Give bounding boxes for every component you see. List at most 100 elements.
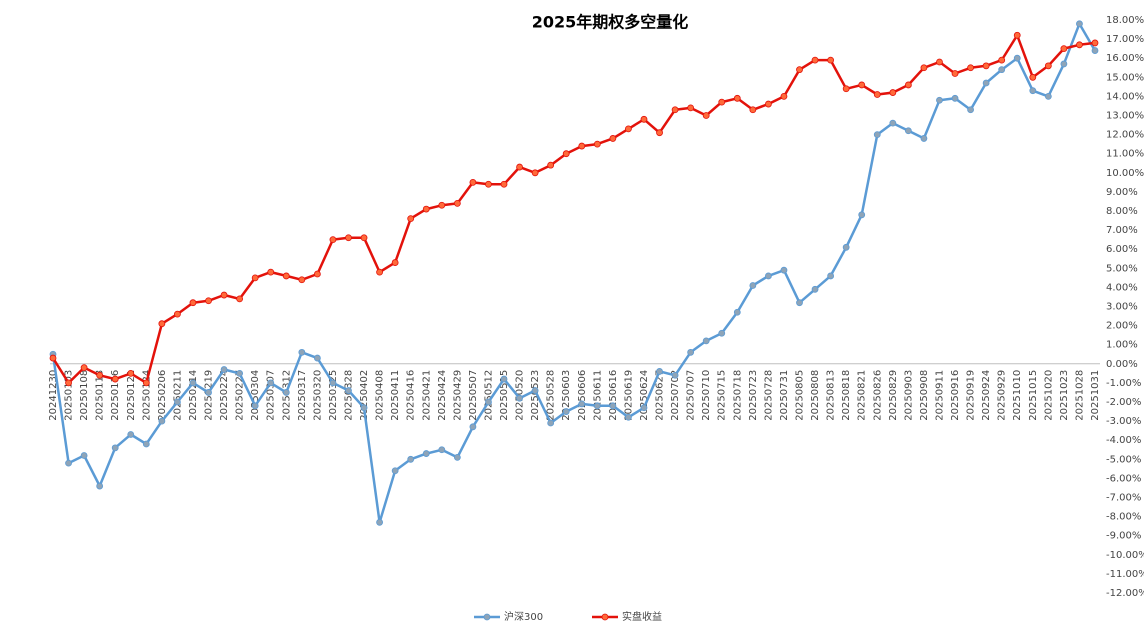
data-point xyxy=(189,299,197,307)
x-tick-label: 20250416 xyxy=(406,370,417,421)
data-point xyxy=(842,243,850,251)
data-point xyxy=(485,398,492,406)
y-tick-label: 0.00% xyxy=(1106,359,1138,370)
x-tick-label: 20250214 xyxy=(188,370,199,421)
x-tick-label: 20250402 xyxy=(359,370,370,421)
data-point xyxy=(1044,62,1052,70)
data-point xyxy=(873,91,881,98)
data-point xyxy=(267,379,275,387)
x-tick-label: 20250728 xyxy=(763,370,774,421)
data-point xyxy=(516,394,523,402)
x-tick-label: 20250911 xyxy=(934,370,945,421)
data-point xyxy=(189,379,197,387)
x-tick-label: 20250611 xyxy=(592,370,603,421)
data-point xyxy=(1029,87,1037,95)
data-point xyxy=(904,81,912,89)
x-tick-label: 20250304 xyxy=(250,370,261,421)
data-point xyxy=(656,129,663,137)
x-tick-label: 20250507 xyxy=(468,370,479,421)
data-point xyxy=(282,389,290,396)
data-point xyxy=(1076,20,1083,28)
data-point xyxy=(251,402,259,410)
x-tick-label: 20250919 xyxy=(966,370,977,421)
x-tick-label: 20250731 xyxy=(779,370,790,421)
y-tick-label: -8.00% xyxy=(1106,512,1141,523)
data-point xyxy=(313,270,321,278)
x-tick-label: 20250206 xyxy=(157,370,168,421)
x-tick-label: 20250627 xyxy=(655,370,666,421)
y-tick-label: -7.00% xyxy=(1106,493,1141,504)
data-point xyxy=(625,125,632,133)
data-point xyxy=(407,215,415,223)
x-tick-label: 20250826 xyxy=(872,370,883,421)
data-point xyxy=(360,404,368,412)
x-tick-label: 20250710 xyxy=(701,370,712,421)
data-point xyxy=(920,135,928,142)
data-point xyxy=(205,297,212,305)
data-point xyxy=(313,354,321,362)
data-point xyxy=(438,201,446,209)
x-tick-label: 20250805 xyxy=(795,370,806,421)
data-point xyxy=(718,329,726,337)
data-point xyxy=(936,96,943,104)
data-point xyxy=(858,211,866,219)
data-point xyxy=(329,236,337,244)
data-point xyxy=(267,268,275,276)
y-tick-label: 15.00% xyxy=(1106,72,1144,83)
y-tick-label: 10.00% xyxy=(1106,168,1144,179)
data-point xyxy=(593,140,601,148)
y-tick-label: -6.00% xyxy=(1106,473,1141,484)
x-tick-label: 20251010 xyxy=(1012,370,1023,421)
data-point xyxy=(1013,31,1021,39)
data-point xyxy=(1060,60,1068,68)
x-tick-label: 20250924 xyxy=(981,370,992,421)
x-tick-label: 20250320 xyxy=(312,370,323,421)
data-point xyxy=(1091,47,1099,54)
data-point xyxy=(998,66,1006,74)
data-point xyxy=(671,371,679,379)
x-tick-label: 20250619 xyxy=(623,370,634,421)
data-point xyxy=(1029,73,1037,81)
x-tick-label: 20241230 xyxy=(48,370,59,421)
data-point xyxy=(80,364,88,372)
data-point xyxy=(842,85,850,93)
data-point xyxy=(345,387,352,394)
x-tick-label: 20250916 xyxy=(950,370,961,421)
data-point xyxy=(65,379,72,387)
data-point xyxy=(1044,93,1052,100)
y-tick-label: 14.00% xyxy=(1106,91,1144,102)
data-point xyxy=(609,135,617,142)
y-tick-label: -1.00% xyxy=(1106,378,1141,389)
data-point xyxy=(220,291,228,299)
data-point xyxy=(796,299,803,307)
legend-marker xyxy=(601,613,609,621)
data-point xyxy=(765,100,772,108)
y-tick-label: -9.00% xyxy=(1106,531,1141,542)
data-point xyxy=(547,419,555,427)
x-tick-label: 20250108 xyxy=(79,370,90,421)
data-point xyxy=(422,450,430,457)
legend-label: 实盘收益 xyxy=(622,610,662,623)
y-tick-label: 1.00% xyxy=(1106,340,1138,351)
data-point xyxy=(967,64,974,72)
data-point xyxy=(904,127,912,135)
y-tick-label: -4.00% xyxy=(1106,435,1141,446)
x-tick-label: 20250821 xyxy=(857,370,868,421)
y-tick-label: 18.00% xyxy=(1106,15,1144,26)
data-point xyxy=(236,369,244,377)
data-point xyxy=(811,285,819,293)
x-tick-label: 20251015 xyxy=(1028,370,1039,421)
data-point xyxy=(96,371,104,379)
data-point xyxy=(889,89,897,96)
data-point xyxy=(951,94,959,102)
x-tick-label: 20250328 xyxy=(343,370,354,421)
data-point xyxy=(142,440,150,448)
data-point xyxy=(1060,45,1068,53)
data-point xyxy=(174,310,181,318)
data-point xyxy=(360,234,368,242)
y-tick-label: -10.00% xyxy=(1106,550,1144,561)
x-tick-label: 20250325 xyxy=(328,370,339,421)
y-tick-label: 8.00% xyxy=(1106,206,1138,217)
y-tick-label: 11.00% xyxy=(1106,149,1144,160)
